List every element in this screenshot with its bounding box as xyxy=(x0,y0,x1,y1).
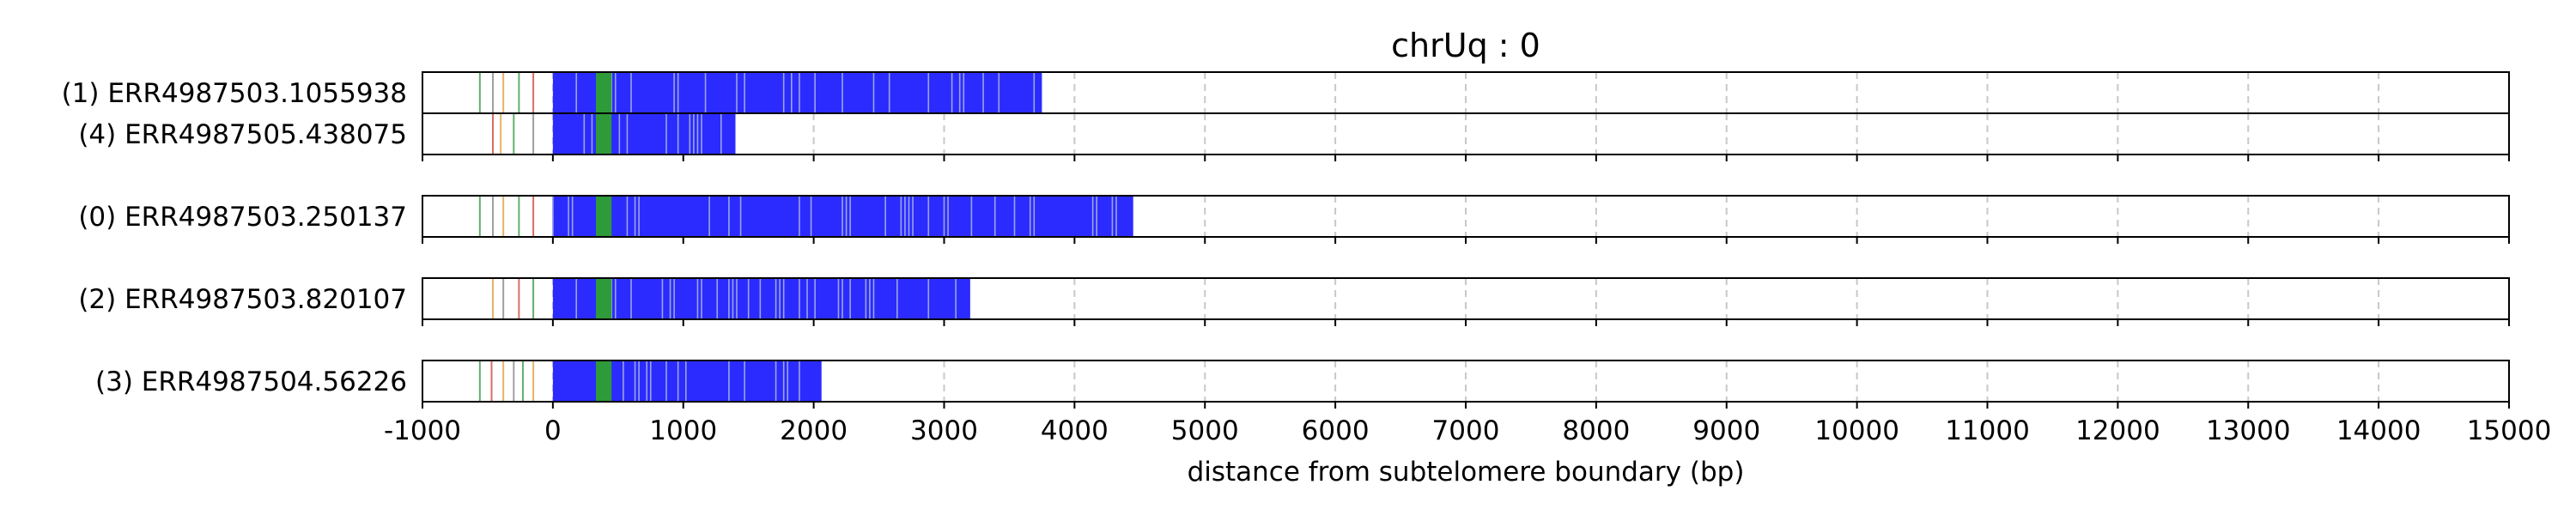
x-tick-label: 10000 xyxy=(1814,415,1899,446)
x-tick-label: 1000 xyxy=(649,415,717,446)
read-group: (1) ERR4987503.1055938 (4) ERR4987505.438… xyxy=(62,71,2510,161)
variant-repeat-block xyxy=(595,113,612,154)
x-tick-label: 12000 xyxy=(2075,415,2160,446)
telomere-repeat-bar xyxy=(552,113,736,154)
x-tick-label: 11000 xyxy=(1945,415,2030,446)
read-label: (3) ERR4987504.56226 xyxy=(95,367,407,397)
x-tick-label: 9000 xyxy=(1692,415,1760,446)
x-axis-label: distance from subtelomere boundary (bp) xyxy=(1188,457,1745,488)
x-tick-label: 0 xyxy=(544,415,562,446)
read-row: (3) ERR4987504.56226 xyxy=(95,360,2510,403)
read-row: (0) ERR4987503.250137 xyxy=(78,195,2510,238)
read-group: (2) ERR4987503.820107 xyxy=(78,277,2510,326)
read-group: (0) ERR4987503.250137 xyxy=(78,195,2510,244)
read-label: (1) ERR4987503.1055938 xyxy=(62,78,407,109)
x-tick-label: 8000 xyxy=(1562,415,1630,446)
x-tick-label: 7000 xyxy=(1432,415,1500,446)
variant-repeat-block xyxy=(595,72,612,113)
telomere-repeat-bar xyxy=(552,278,970,319)
read-row: (4) ERR4987505.438075 xyxy=(78,112,2510,155)
variant-repeat-block xyxy=(595,360,612,402)
variant-repeat-block xyxy=(595,196,612,237)
read-row: (2) ERR4987503.820107 xyxy=(78,277,2510,320)
x-tick-label: 5000 xyxy=(1171,415,1239,446)
x-tick-label: 2000 xyxy=(780,415,848,446)
x-tick-label: 4000 xyxy=(1041,415,1109,446)
plot-area: (1) ERR4987503.1055938 (4) ERR4987505.438… xyxy=(62,71,2510,409)
telomere-repeat-bar xyxy=(552,72,1042,113)
x-axis: -1000 0 1000 2000 3000 4000 5000 6000 7000 8000 90… xyxy=(384,415,2551,446)
x-tick-label: -1000 xyxy=(384,415,461,446)
chart-title: chrUq : 0 xyxy=(1391,27,1540,64)
read-row: (1) ERR4987503.1055938 xyxy=(62,71,2510,114)
x-tick-label: 15000 xyxy=(2467,415,2552,446)
read-group: (3) ERR4987504.56226 xyxy=(95,360,2510,409)
x-tick-label: 14000 xyxy=(2336,415,2421,446)
telomere-repeat-bar xyxy=(552,360,822,402)
read-label: (4) ERR4987505.438075 xyxy=(78,119,407,150)
x-tick-label: 6000 xyxy=(1302,415,1370,446)
x-tick-label: 3000 xyxy=(910,415,978,446)
read-label: (2) ERR4987503.820107 xyxy=(78,284,407,315)
variant-repeat-block xyxy=(595,278,612,319)
read-label: (0) ERR4987503.250137 xyxy=(78,202,407,233)
x-tick-label: 13000 xyxy=(2206,415,2291,446)
